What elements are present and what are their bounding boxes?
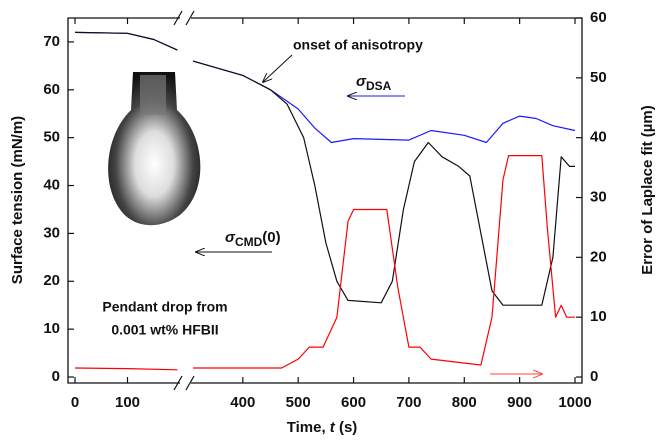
data-line (74, 155, 575, 371)
drop-inset (108, 72, 201, 226)
annotation: DSA (366, 79, 392, 93)
y2-tick-label: 30 (590, 188, 607, 205)
axis-frame (67, 17, 583, 384)
y2-tick-label: 40 (590, 129, 607, 146)
annotation: σCMD(0) (225, 229, 281, 249)
annotation: (0) (262, 229, 280, 246)
x-tick-label: 700 (396, 394, 421, 411)
x-tick-label: 900 (507, 394, 532, 411)
x-axis-label: Time, (287, 419, 330, 436)
annotation: σ (356, 73, 367, 90)
y2-tick-label: 60 (590, 9, 607, 26)
x-tick-label: 100 (115, 394, 140, 411)
axis-break (185, 10, 195, 26)
y-tick-label: 10 (43, 320, 60, 337)
data-line (74, 31, 575, 306)
annotation: Pendant drop from (102, 299, 227, 315)
arrow (263, 54, 293, 82)
x-tick-label: 800 (452, 394, 477, 411)
y2-tick-label: 0 (590, 368, 598, 385)
x-axis-label: (s) (335, 419, 358, 436)
y-tick-label: 50 (43, 129, 60, 146)
y-tick-label: 40 (43, 177, 60, 194)
x-tick-label: 600 (341, 394, 366, 411)
y2-axis-label: Error of Laplace fit (µm) (639, 105, 656, 275)
y2-tick-label: 50 (590, 69, 607, 86)
annotation: σ (225, 229, 236, 246)
y-tick-label: 30 (43, 224, 60, 241)
y2-tick-label: 20 (590, 248, 607, 265)
annotation: σDSA (356, 73, 392, 93)
annotation: 0.001 wt% HFBII (111, 322, 218, 338)
x-axis-label: Time, t (s) (287, 419, 358, 436)
y-tick-label: 0 (52, 368, 60, 385)
x-axis-label: t (330, 419, 336, 436)
y2-tick-label: 10 (590, 308, 607, 325)
x-tick-label: 0 (71, 394, 79, 411)
y-tick-label: 60 (43, 81, 60, 98)
y-axis-label: Surface tension (mN/m) (9, 116, 26, 284)
annotation: CMD (235, 235, 263, 249)
x-tick-label: 400 (230, 394, 255, 411)
x-tick-label: 1000 (558, 394, 591, 411)
y-tick-label: 20 (43, 272, 60, 289)
axis-break (173, 375, 183, 391)
annotation: onset of anisotropy (293, 37, 423, 53)
axis-break (185, 375, 195, 391)
x-tick-label: 500 (286, 394, 311, 411)
y-tick-label: 70 (43, 33, 60, 50)
axis-break (173, 10, 183, 26)
